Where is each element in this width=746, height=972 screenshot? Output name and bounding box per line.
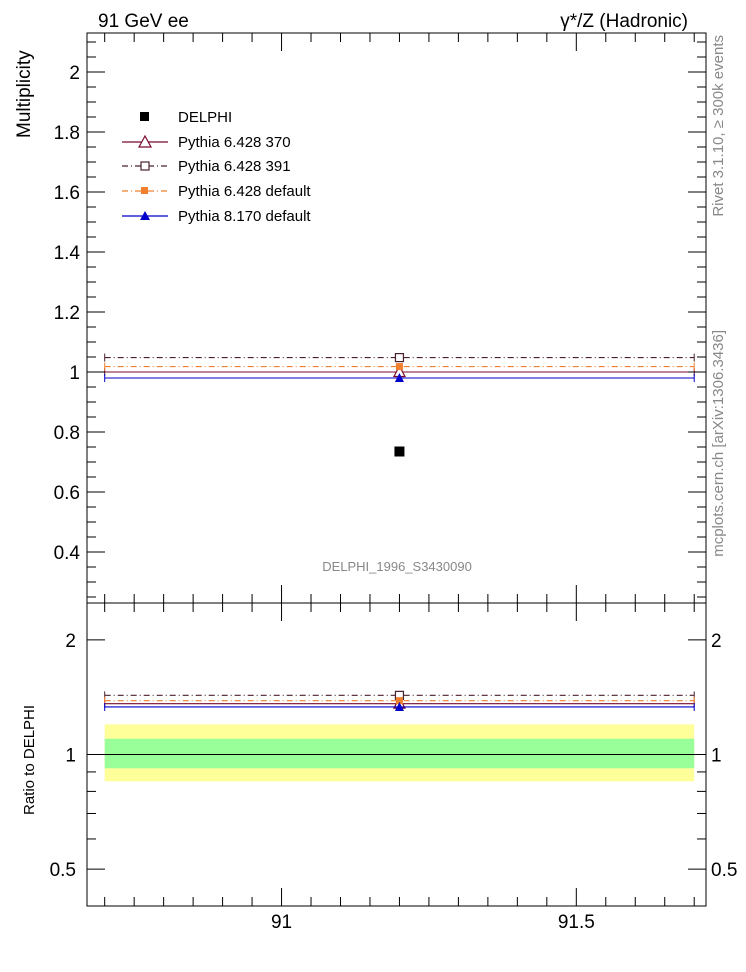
data-point-delphi bbox=[394, 446, 405, 457]
main-ytick-label: 2 bbox=[69, 63, 80, 84]
ratio-marker-2 bbox=[395, 697, 403, 705]
main-ytick-label: 0.8 bbox=[54, 423, 80, 444]
legend-marker-p6default bbox=[141, 187, 148, 194]
ratio-ytick-label-right: 2 bbox=[711, 631, 722, 652]
legend-label-p370: Pythia 6.428 370 bbox=[178, 134, 291, 151]
main-marker-2 bbox=[394, 353, 405, 363]
legend-entry-p370: Pythia 6.428 370 bbox=[122, 134, 291, 151]
xtick-label: 91.5 bbox=[558, 912, 595, 933]
legend-entry-p391: Pythia 6.428 391 bbox=[122, 158, 291, 175]
legend-entry-p6default: Pythia 6.428 default bbox=[122, 183, 311, 200]
main-marker-4 bbox=[394, 373, 404, 382]
legend-marker-p391 bbox=[140, 161, 150, 171]
main-ytick-label: 1.4 bbox=[54, 243, 81, 264]
ratio-ytick-label-left: 1 bbox=[65, 746, 76, 767]
legend-marker-delphi bbox=[140, 112, 149, 121]
ratio-ylabel: Ratio to DELPHI bbox=[21, 705, 38, 815]
legend: DELPHI Pythia 6.428 370 Pythia 6.428 391… bbox=[122, 109, 311, 225]
analysis-label: DELPHI_1996_S3430090 bbox=[322, 559, 472, 574]
header-left: 91 GeV ee bbox=[98, 11, 189, 32]
main-ytick-label: 1.6 bbox=[54, 183, 80, 204]
ratio-marker-3 bbox=[394, 701, 404, 711]
ratio-ytick-label-right: 0.5 bbox=[711, 860, 737, 881]
ratio-band-inner bbox=[104, 738, 695, 769]
legend-entry-p8default: Pythia 8.170 default bbox=[122, 208, 311, 225]
header-right: γ*/Z (Hadronic) bbox=[560, 11, 688, 32]
side-text-bottom: mcplots.cern.ch [arXiv:1306.3436] bbox=[710, 330, 727, 557]
xtick-label: 91 bbox=[271, 912, 292, 933]
legend-label-p391: Pythia 6.428 391 bbox=[178, 158, 291, 175]
main-ytick-label: 1.8 bbox=[54, 123, 80, 144]
side-text-top: Rivet 3.1.10, ≥ 300k events bbox=[710, 35, 727, 217]
main-ytick-label: 1 bbox=[69, 363, 80, 384]
ratio-ytick-label-left: 0.5 bbox=[50, 860, 76, 881]
main-ytick-label: 0.4 bbox=[54, 543, 81, 564]
main-ylabel: Multiplicity bbox=[14, 50, 35, 138]
main-ytick-label: 0.6 bbox=[54, 483, 80, 504]
ratio-bands bbox=[104, 724, 695, 782]
ratio-ytick-label-right: 1 bbox=[711, 746, 722, 767]
legend-label-p8default: Pythia 8.170 default bbox=[178, 208, 311, 225]
legend-marker-p8default bbox=[140, 211, 150, 220]
main-ytick-label: 1.2 bbox=[54, 303, 80, 324]
legend-label-p6default: Pythia 6.428 default bbox=[178, 183, 311, 200]
series-layer bbox=[104, 353, 695, 711]
legend-entry-delphi: DELPHI bbox=[140, 109, 232, 126]
axes: 0.4 0.6 0.8 1 1.2 1.4 1.6 1.8 2 0.5 0.5 1 1 2 2 91 91.5 bbox=[50, 32, 737, 933]
legend-label-delphi: DELPHI bbox=[178, 109, 232, 126]
ratio-ytick-label-left: 2 bbox=[65, 631, 76, 652]
legend-marker-p370 bbox=[137, 134, 153, 148]
main-marker-3 bbox=[395, 363, 403, 371]
